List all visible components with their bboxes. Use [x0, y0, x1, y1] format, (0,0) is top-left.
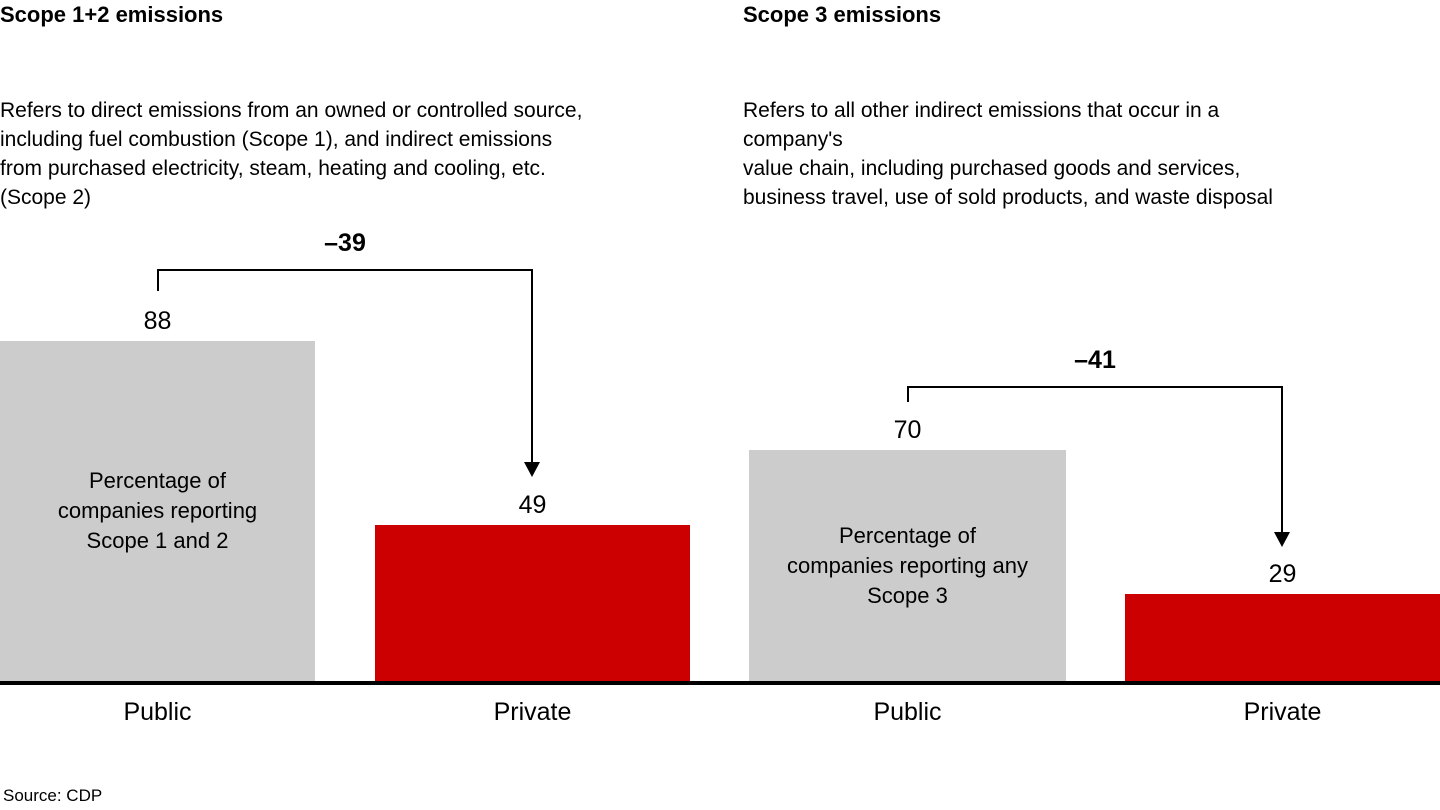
difference-arrow-shaft	[531, 269, 533, 464]
category-label-public: Public	[123, 698, 192, 726]
bar-private	[375, 525, 690, 681]
chart-title-scope-1-2: Scope 1+2 emissions	[0, 2, 224, 27]
value-label-public: 88	[143, 307, 172, 335]
x-axis-baseline	[0, 681, 1440, 685]
category-label-public: Public	[873, 698, 942, 726]
bar-inner-label: Percentage of companies reporting Scope …	[57, 468, 258, 553]
bar-public: Percentage of companies reporting Scope …	[0, 341, 315, 681]
value-label-public: 70	[893, 416, 922, 444]
difference-label: –41	[1074, 346, 1116, 374]
arrow-down-icon	[524, 462, 540, 477]
chart-description-scope-3: Refers to all other indirect emissions t…	[743, 99, 1273, 209]
source-note: Source: CDP	[3, 786, 103, 805]
difference-bracket-tick	[157, 269, 159, 291]
bar-public: Percentage of companies reporting any Sc…	[749, 450, 1066, 681]
bar-private	[1125, 594, 1440, 681]
value-label-private: 29	[1268, 560, 1297, 588]
difference-arrow-shaft	[1281, 386, 1283, 534]
category-label-private: Private	[493, 698, 572, 726]
arrow-down-icon	[1274, 532, 1290, 547]
difference-bracket-tick	[907, 386, 909, 402]
difference-bracket-line	[907, 386, 1283, 388]
chart-title-scope-3: Scope 3 emissions	[743, 2, 942, 27]
category-label-private: Private	[1243, 698, 1322, 726]
difference-label: –39	[324, 229, 366, 257]
chart-description-scope-1-2: Refers to direct emissions from an owned…	[0, 99, 583, 209]
bar-inner-label: Percentage of companies reporting any Sc…	[787, 522, 1028, 608]
difference-bracket-line	[157, 269, 533, 271]
value-label-private: 49	[518, 491, 547, 519]
